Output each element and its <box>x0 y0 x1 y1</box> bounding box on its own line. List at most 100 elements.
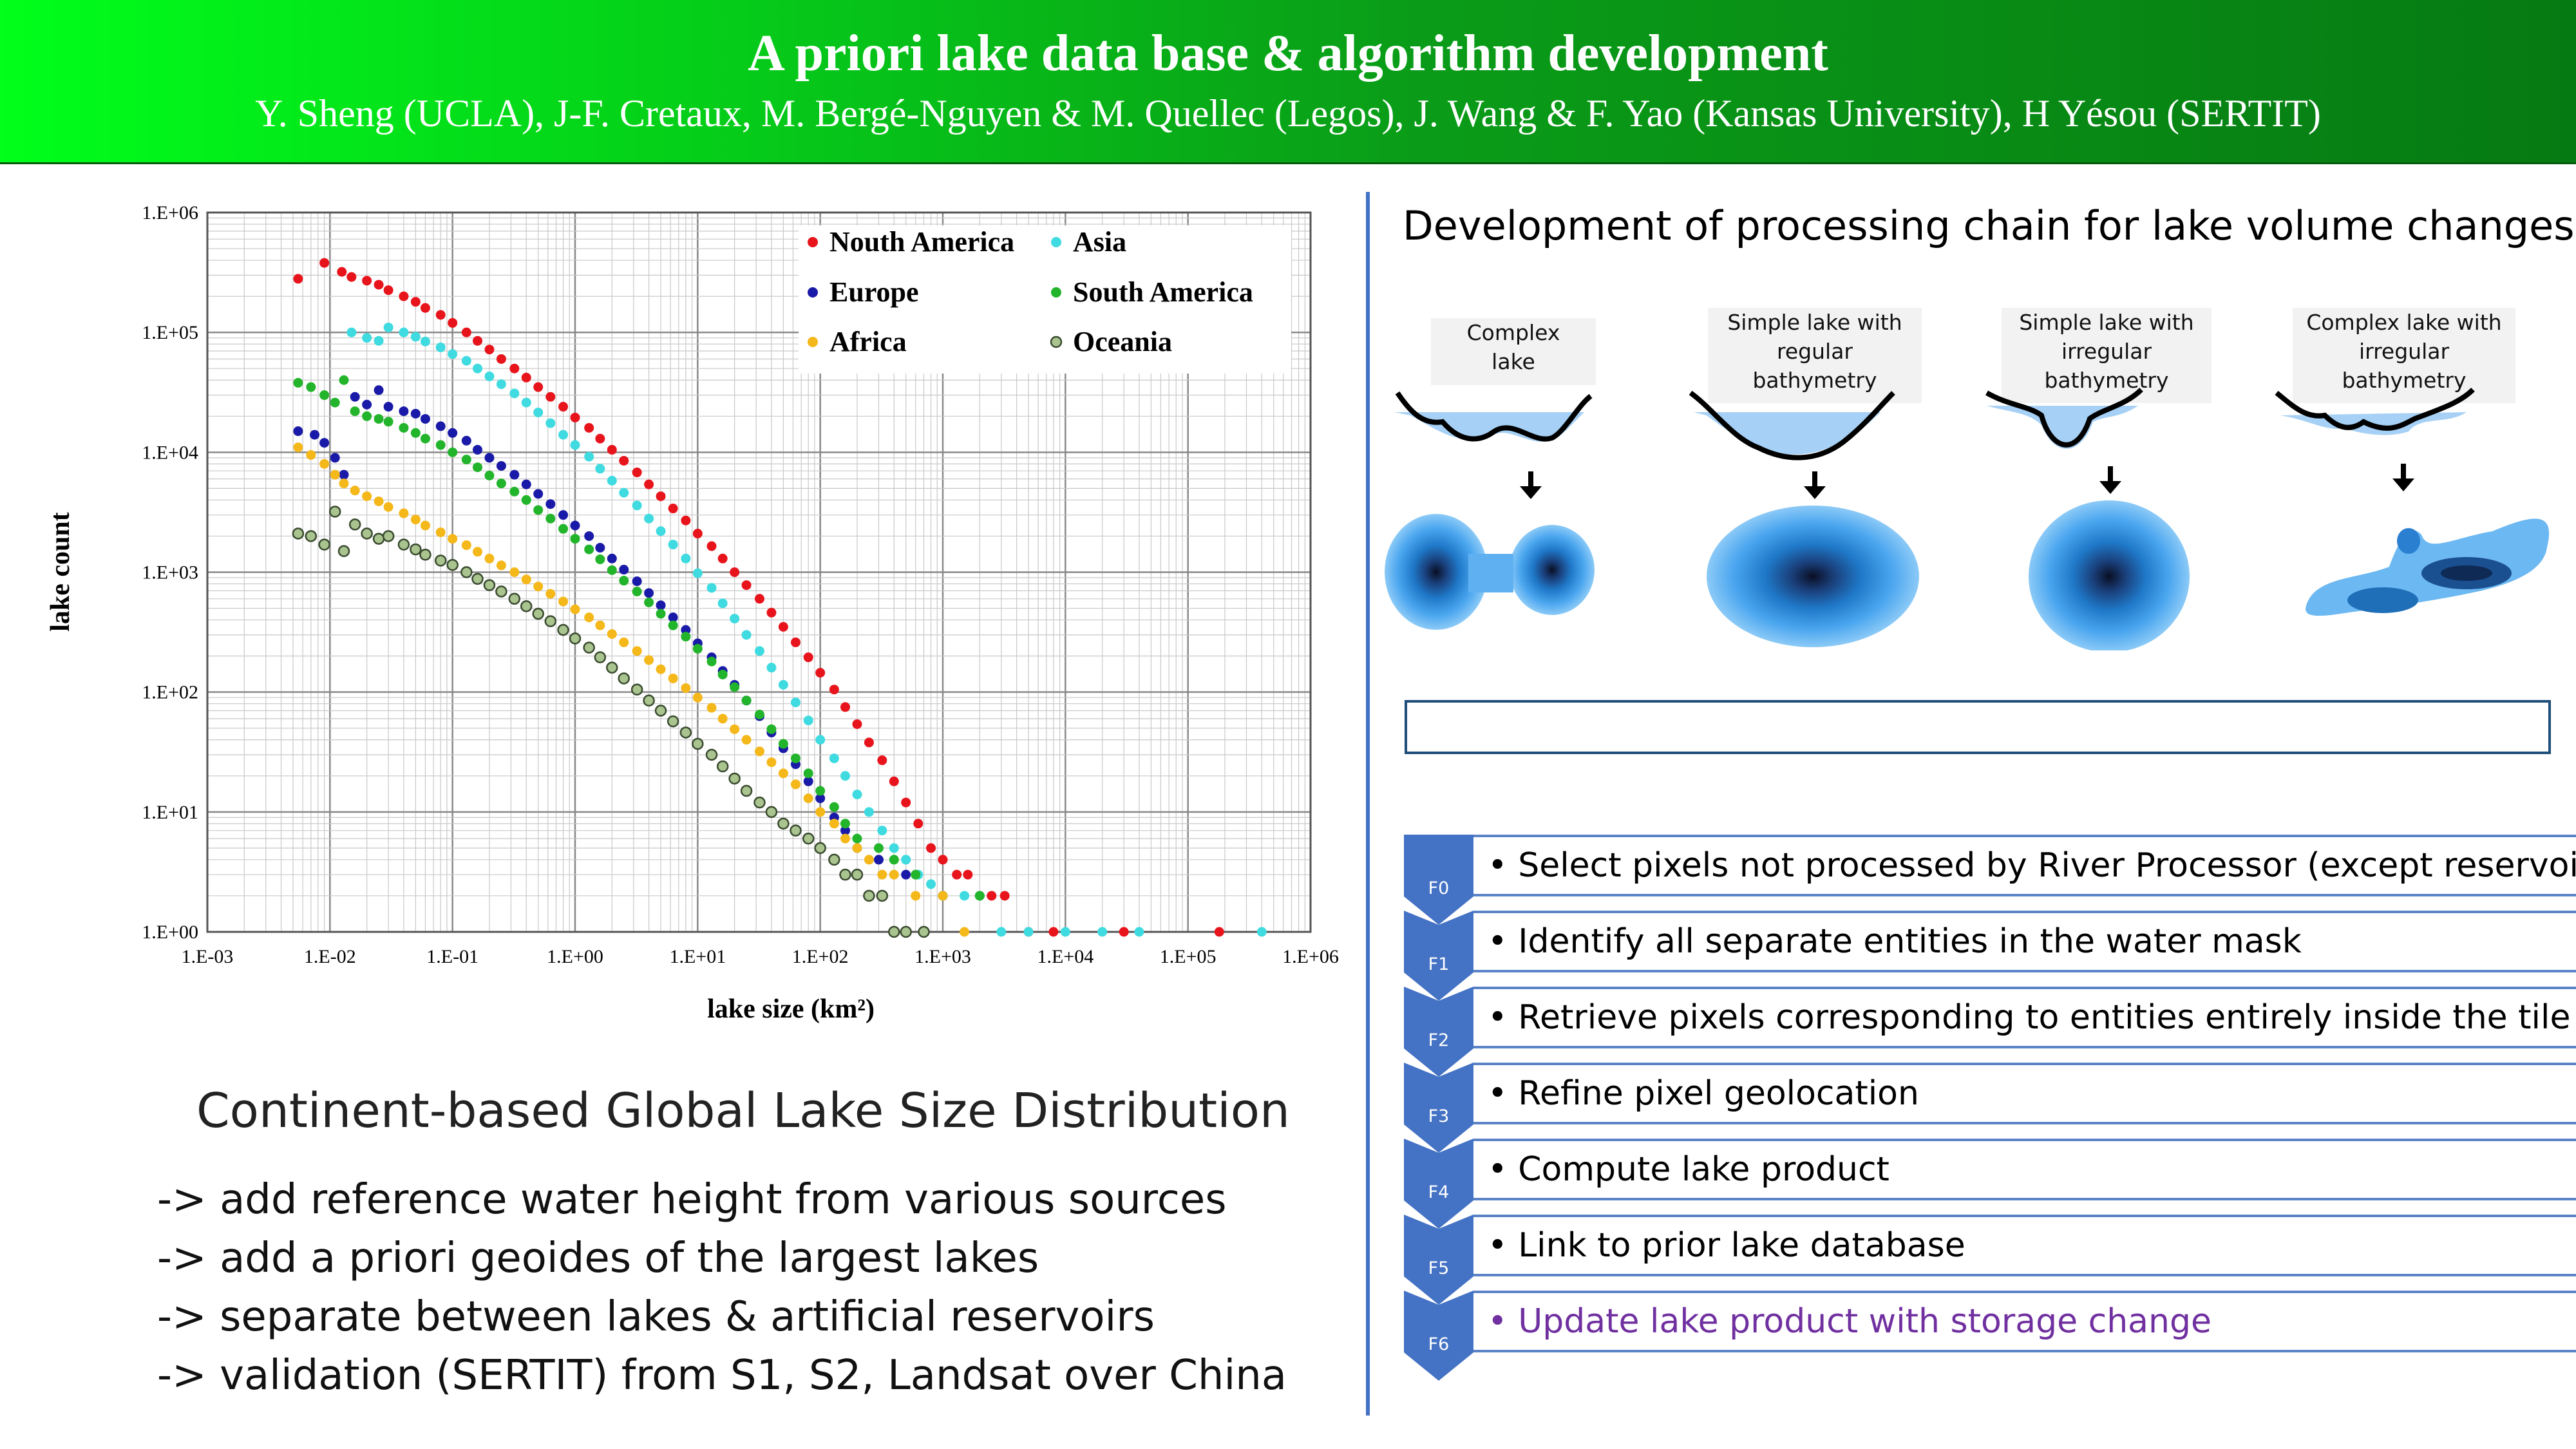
data-point <box>410 428 421 438</box>
data-point <box>999 891 1010 901</box>
empty-text-box <box>1405 700 2551 754</box>
data-point <box>753 796 766 809</box>
data-point <box>319 438 330 448</box>
data-point <box>496 460 506 471</box>
data-point <box>461 435 471 446</box>
data-point <box>606 661 618 674</box>
y-tick-label: 1.E+03 <box>142 562 198 583</box>
data-point <box>790 697 800 708</box>
data-point <box>913 819 923 829</box>
data-point <box>435 421 446 431</box>
data-point <box>815 735 826 745</box>
data-point <box>339 375 349 385</box>
x-tick-label: 1.E+00 <box>547 946 603 967</box>
data-point <box>777 817 790 830</box>
data-point <box>374 336 384 346</box>
data-point <box>293 274 303 284</box>
data-point <box>952 869 962 880</box>
step-id: F1 <box>1428 954 1450 974</box>
data-point <box>495 585 507 598</box>
y-tick-label: 1.E+01 <box>142 802 198 823</box>
note-item: -> validation (SERTIT) from S1, S2, Land… <box>157 1352 1287 1399</box>
data-point <box>938 891 948 901</box>
data-point <box>337 267 347 277</box>
step-id: F3 <box>1428 1106 1450 1126</box>
data-point <box>484 453 495 463</box>
data-point <box>619 455 629 466</box>
data-point <box>960 927 970 937</box>
data-point <box>803 715 813 726</box>
cross-section-2 <box>1689 390 1895 460</box>
data-point <box>706 583 717 593</box>
data-point <box>410 408 421 419</box>
x-tick-label: 1.E+03 <box>914 946 971 967</box>
x-tick-label: 1.E+01 <box>669 946 726 967</box>
data-point <box>802 832 815 845</box>
data-point <box>318 538 330 551</box>
data-point <box>397 538 410 551</box>
data-point <box>1214 927 1224 937</box>
step-badge <box>1404 911 1473 1001</box>
data-point <box>533 582 544 592</box>
down-arrow-icon <box>1520 471 1542 499</box>
step-badge <box>1404 1139 1473 1229</box>
data-point <box>346 327 357 337</box>
data-point <box>362 399 372 410</box>
data-point <box>877 826 887 836</box>
data-point <box>448 428 458 438</box>
data-point <box>607 553 617 564</box>
data-point <box>681 632 691 642</box>
lake-type-label: Simple lake with irregular bathymetry <box>2002 308 2211 403</box>
chart-caption: Continent-based Global Lake Size Distrib… <box>196 1083 1290 1139</box>
data-point <box>901 855 911 865</box>
data-point <box>484 371 495 381</box>
data-point <box>644 479 654 489</box>
data-point <box>595 554 605 565</box>
data-point <box>435 527 446 538</box>
data-point <box>374 413 384 424</box>
data-point <box>765 806 778 819</box>
data-point <box>509 388 520 399</box>
data-point <box>840 826 851 836</box>
data-point <box>350 486 360 496</box>
series-asia <box>346 322 1267 937</box>
data-point <box>350 392 360 402</box>
data-point <box>681 553 691 564</box>
note-item: -> separate between lakes & artificial r… <box>157 1293 1155 1341</box>
data-point <box>852 790 862 800</box>
data-point <box>558 510 569 520</box>
data-point <box>496 478 506 489</box>
data-point <box>399 406 409 417</box>
legend-box <box>799 225 1291 374</box>
data-point <box>619 637 629 647</box>
data-point <box>681 625 691 635</box>
cross-section-1 <box>1394 391 1593 442</box>
data-point <box>607 444 617 455</box>
step-text: • Link to prior lake database <box>1473 1215 2576 1276</box>
data-point <box>584 612 594 623</box>
y-axis-title: lake count <box>46 512 75 632</box>
data-point <box>521 495 531 505</box>
data-point <box>803 776 813 786</box>
data-point <box>399 327 409 337</box>
data-point <box>901 869 911 880</box>
data-point <box>399 508 409 518</box>
data-point <box>383 417 393 427</box>
bathymetry-map-4 <box>2306 518 2550 616</box>
data-point <box>420 336 430 346</box>
data-point <box>532 607 544 620</box>
data-point <box>496 354 506 364</box>
data-point <box>730 614 740 624</box>
step-badge <box>1404 1063 1473 1153</box>
data-point <box>692 529 703 539</box>
data-point <box>996 927 1007 937</box>
data-point <box>790 824 802 837</box>
data-point <box>692 737 704 750</box>
data-point <box>448 349 458 359</box>
data-point <box>399 422 409 433</box>
x-tick-label: 1.E+02 <box>792 946 849 967</box>
data-point <box>496 379 506 390</box>
data-point <box>570 520 580 531</box>
data-point <box>410 332 421 342</box>
series-nouth-america <box>293 258 1224 937</box>
